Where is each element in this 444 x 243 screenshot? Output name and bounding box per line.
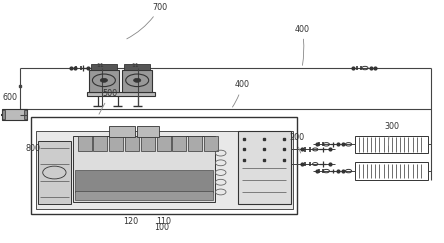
- Text: 120: 120: [123, 217, 139, 226]
- Bar: [109, 136, 123, 151]
- Bar: [36, 131, 293, 209]
- Bar: [91, 64, 117, 70]
- Circle shape: [134, 78, 141, 82]
- Text: 11: 11: [96, 63, 104, 68]
- Text: 110: 110: [156, 217, 171, 226]
- Bar: [204, 136, 218, 151]
- Bar: [24, 110, 27, 119]
- Bar: [2, 110, 5, 119]
- Bar: [172, 136, 186, 151]
- Text: 400: 400: [294, 25, 309, 65]
- Text: 800: 800: [25, 144, 40, 153]
- Bar: [87, 92, 155, 96]
- Bar: [89, 70, 119, 92]
- Text: 600: 600: [3, 93, 18, 102]
- Text: 100: 100: [155, 223, 170, 233]
- Bar: [124, 64, 150, 70]
- Bar: [73, 136, 215, 202]
- Bar: [75, 170, 213, 192]
- Bar: [355, 162, 428, 180]
- Bar: [31, 117, 297, 214]
- Bar: [122, 70, 152, 92]
- Text: 700: 700: [127, 3, 167, 39]
- Bar: [94, 136, 107, 151]
- Bar: [2, 109, 27, 120]
- Bar: [188, 136, 202, 151]
- Bar: [109, 126, 135, 137]
- Bar: [141, 136, 155, 151]
- Text: 11: 11: [131, 63, 139, 68]
- Bar: [238, 131, 291, 204]
- Text: 500: 500: [99, 89, 118, 114]
- Bar: [355, 136, 428, 153]
- Bar: [125, 136, 139, 151]
- Circle shape: [100, 78, 107, 82]
- Text: 300: 300: [384, 122, 399, 146]
- Bar: [78, 136, 92, 151]
- Bar: [38, 141, 71, 204]
- Bar: [75, 191, 213, 200]
- Text: 200: 200: [289, 133, 304, 153]
- Bar: [137, 126, 159, 137]
- Bar: [157, 136, 170, 151]
- Text: 400: 400: [233, 80, 250, 107]
